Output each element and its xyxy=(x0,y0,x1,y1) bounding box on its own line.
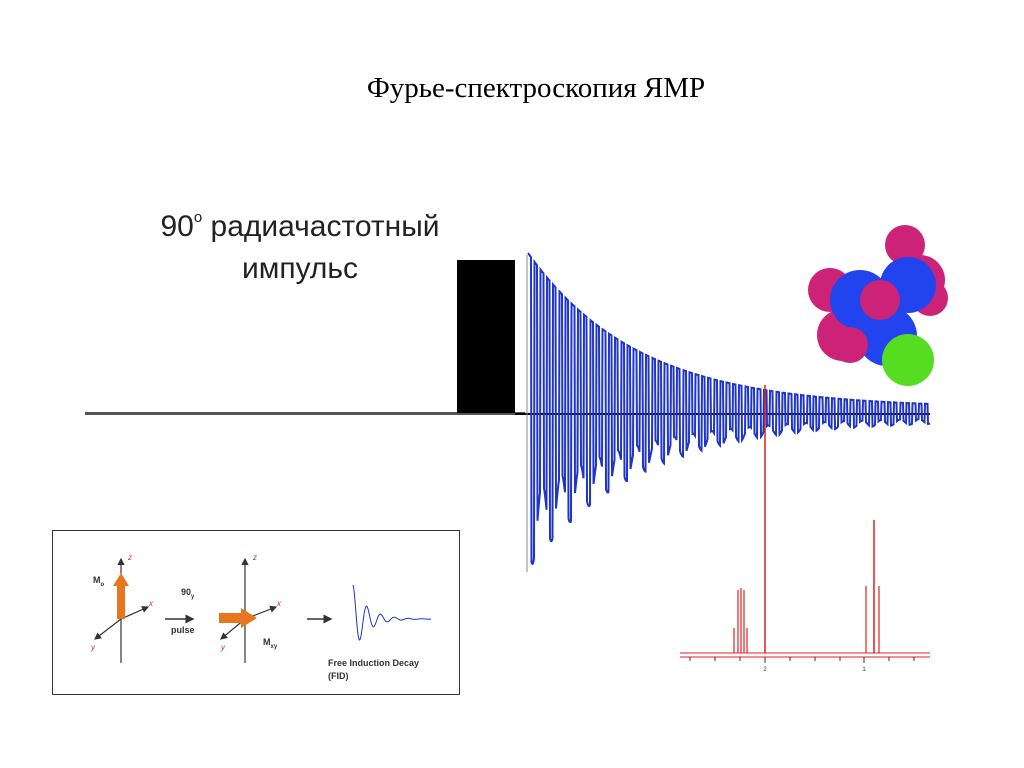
x-axis-label-1: x xyxy=(149,599,153,608)
pulse-label: 90о радиачастотный импульс xyxy=(145,200,455,290)
inset-vector-diagram: Mo z x y 90y pulse z x y Mxy Free Induct… xyxy=(52,530,460,695)
pulse-label-line2: импульс xyxy=(241,252,359,285)
axes-2 xyxy=(219,557,278,663)
y-axis-label-1: y xyxy=(91,643,95,652)
degree-symbol: о xyxy=(193,209,203,226)
x-axis-label-2: x xyxy=(277,599,281,608)
mini-fid-signal xyxy=(352,584,431,641)
pulse-word-label: pulse xyxy=(171,625,195,635)
fid-caption: Free Induction Decay (FID) xyxy=(328,658,420,681)
pulse-angle-label: 90y xyxy=(181,587,195,600)
z-axis-label-1: z xyxy=(128,553,132,562)
pulse-degrees: 90 xyxy=(160,210,194,243)
m0-arrowhead xyxy=(113,573,129,586)
z-axis-label-2: z xyxy=(253,553,257,562)
pulse-label-line1: радиачастотный xyxy=(202,210,440,243)
pre-pulse-baseline xyxy=(85,412,525,415)
mxy-label: Mxy xyxy=(263,637,278,650)
rf-pulse-block xyxy=(457,260,515,413)
axes-1 xyxy=(94,557,150,663)
y-axis-label-2: y xyxy=(221,643,225,652)
slide-title: Фурье-спектроскопия ЯМР xyxy=(366,72,706,104)
m0-label: Mo xyxy=(93,575,105,588)
mxy-vector xyxy=(219,613,243,623)
m0-vector xyxy=(117,586,125,619)
mxy-arrowhead xyxy=(241,608,257,628)
inset-vector-graphic xyxy=(94,557,431,663)
